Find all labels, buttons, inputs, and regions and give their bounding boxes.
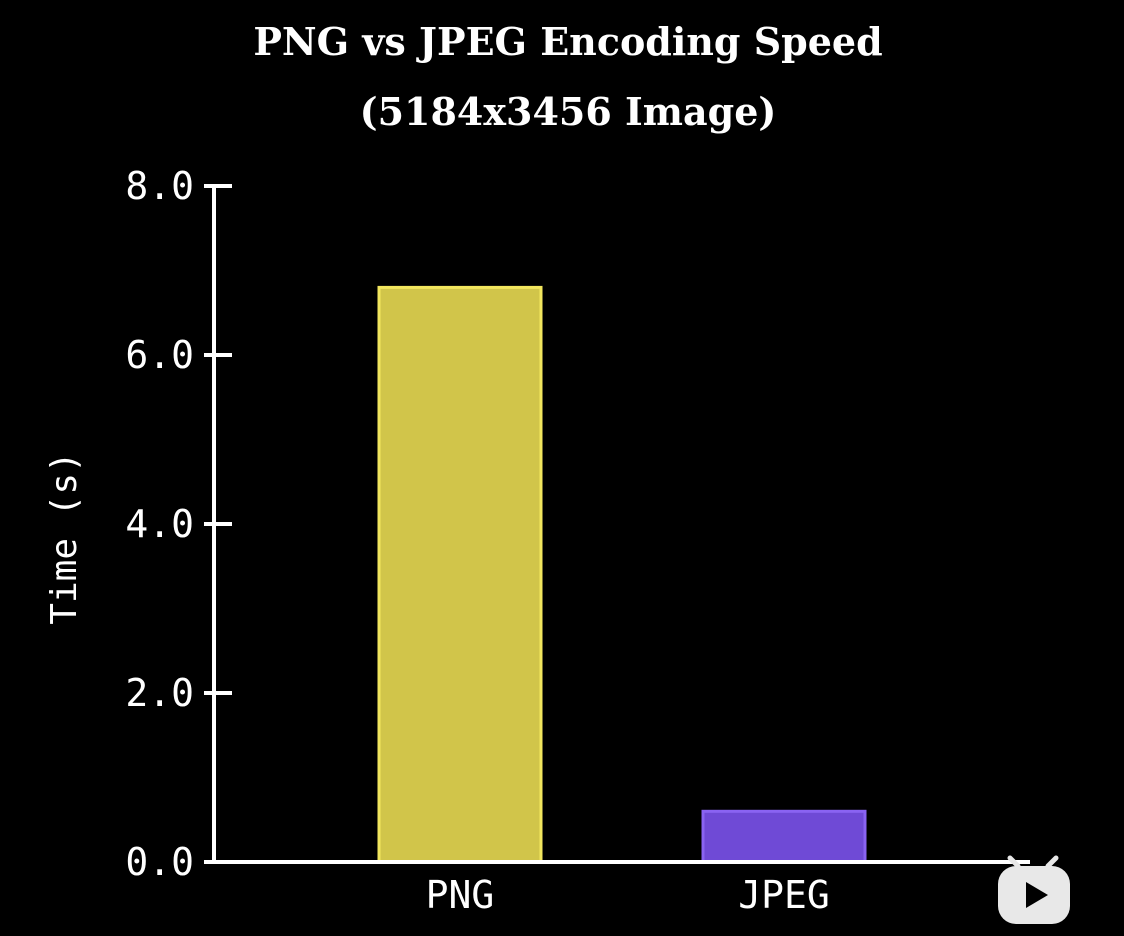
x-tick-label-jpeg: JPEG [738, 873, 830, 917]
bar-png [377, 285, 543, 864]
y-tick-label: 0.0 [125, 840, 194, 884]
chart-title: PNG vs JPEG Encoding Speed [253, 19, 882, 64]
video-player-logo-icon [998, 855, 1070, 924]
bar-jpeg [701, 809, 867, 864]
bars-layer [377, 285, 867, 864]
y-tick-label: 6.0 [125, 333, 194, 377]
y-axis-title: Time (s) [44, 451, 85, 624]
y-tick-label: 8.0 [125, 164, 194, 208]
x-tick-labels: PNG JPEG [426, 873, 830, 917]
x-tick-label-png: PNG [426, 873, 495, 917]
chart-subtitle: (5184x3456 Image) [360, 89, 777, 134]
y-tick-label: 2.0 [125, 671, 194, 715]
y-tick-label: 4.0 [125, 502, 194, 546]
y-ticks: 0.0 2.0 4.0 6.0 8.0 [125, 164, 232, 884]
